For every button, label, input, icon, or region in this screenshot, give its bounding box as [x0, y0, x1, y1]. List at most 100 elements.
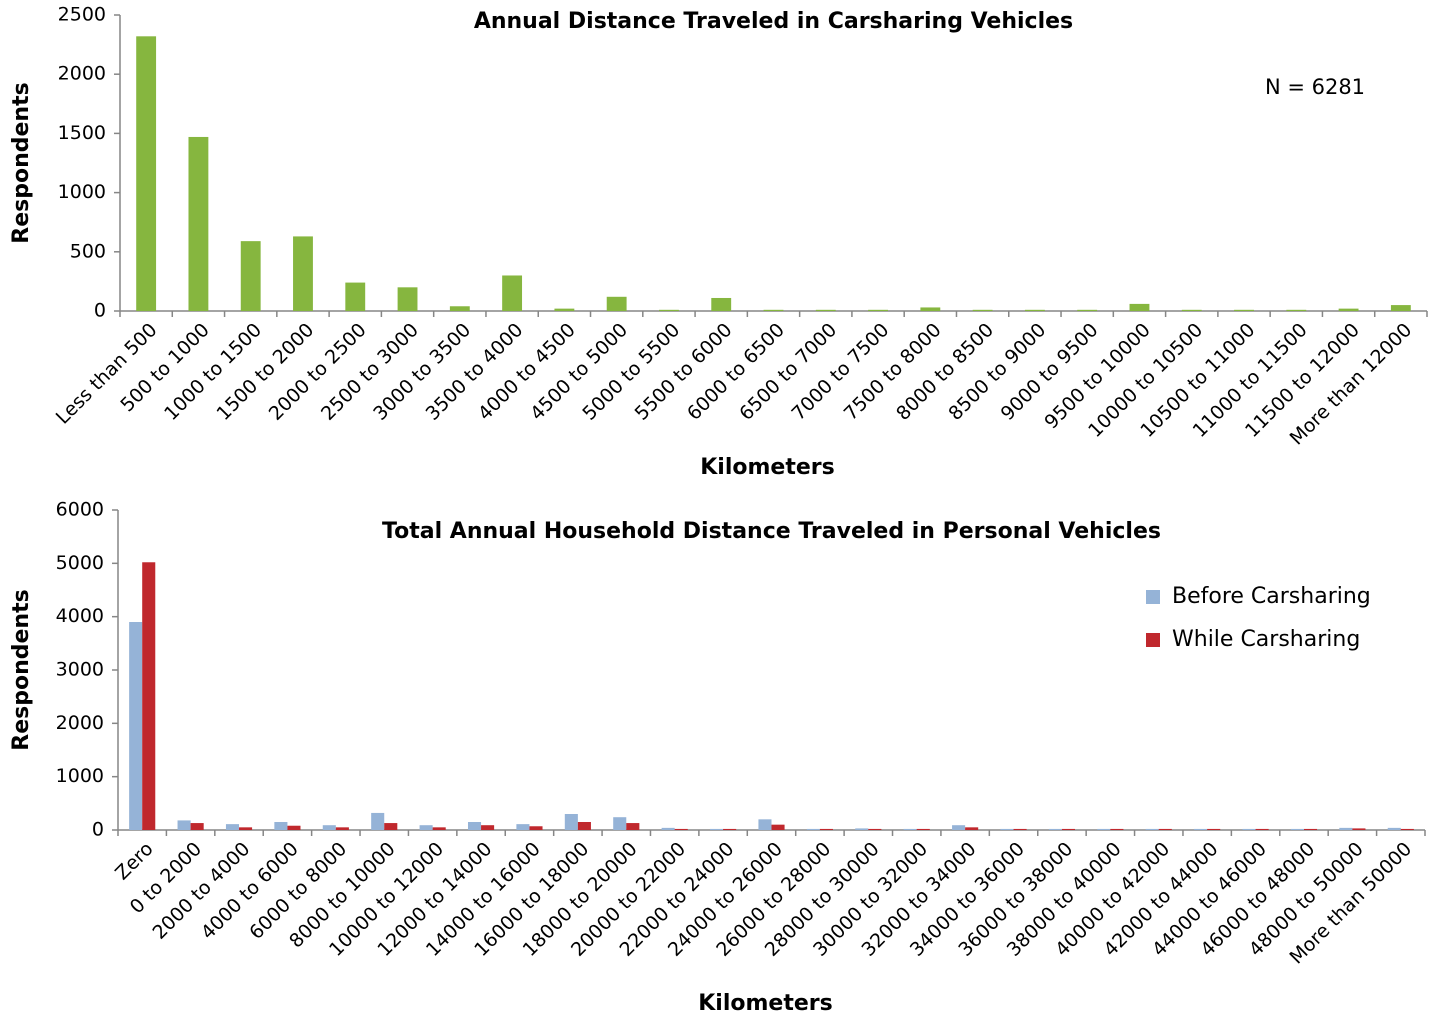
- bar: [1400, 828, 1414, 830]
- y-tick-label: 1000: [58, 181, 106, 203]
- bar: [529, 826, 543, 830]
- bar: [661, 827, 675, 830]
- y-tick-label: 0: [94, 300, 106, 322]
- chart-title: Total Annual Household Distance Traveled…: [382, 519, 1161, 544]
- bar: [965, 827, 979, 830]
- bar: [129, 622, 143, 830]
- bar: [384, 823, 398, 830]
- bar: [190, 823, 204, 830]
- bar: [1013, 828, 1027, 830]
- bar: [1339, 827, 1353, 830]
- bar: [1110, 828, 1124, 830]
- bar: [188, 136, 209, 311]
- bar: [419, 825, 433, 830]
- y-tick-label: 3000: [56, 659, 104, 681]
- y-axis-label: Respondents: [9, 589, 34, 750]
- bar: [972, 309, 993, 311]
- bar: [142, 562, 156, 830]
- bar: [1338, 308, 1359, 311]
- bar: [449, 306, 470, 311]
- bar: [1255, 828, 1269, 830]
- bar: [136, 36, 157, 311]
- bar: [606, 296, 627, 311]
- legend-label: Before Carsharing: [1172, 584, 1371, 609]
- bar: [952, 825, 966, 830]
- bar: [710, 828, 724, 830]
- bar: [225, 824, 240, 830]
- bar: [1077, 309, 1098, 311]
- bar: [758, 819, 772, 830]
- bar: [1145, 828, 1159, 830]
- y-tick-label: 0: [92, 819, 104, 841]
- bar: [371, 812, 385, 830]
- bar: [467, 822, 482, 830]
- bar: [1286, 309, 1307, 311]
- bar: [1387, 827, 1401, 830]
- bar: [240, 241, 261, 311]
- bar: [335, 827, 349, 830]
- legend-label: While Carsharing: [1172, 627, 1360, 652]
- annotation: N = 6281: [1265, 75, 1365, 99]
- bar: [868, 309, 888, 311]
- bar: [239, 827, 253, 830]
- bar: [274, 822, 288, 830]
- bar: [763, 309, 784, 311]
- bar: [674, 828, 688, 830]
- bar: [659, 309, 679, 311]
- y-tick-label: 1500: [58, 122, 106, 144]
- bar: [613, 817, 627, 830]
- y-tick-label: 2500: [58, 4, 106, 26]
- chart-title: Annual Distance Traveled in Carsharing V…: [474, 9, 1073, 34]
- bar: [432, 827, 446, 830]
- bar: [868, 828, 882, 830]
- bar: [516, 824, 530, 830]
- legend-swatch: [1146, 633, 1160, 647]
- bar: [1061, 828, 1076, 830]
- bar: [1024, 309, 1045, 311]
- y-axis-label: Respondents: [9, 82, 34, 243]
- bar: [916, 828, 930, 830]
- bar: [502, 275, 523, 311]
- bar: [577, 822, 591, 830]
- bar: [1181, 309, 1202, 311]
- bar: [1129, 303, 1150, 311]
- bar: [1290, 828, 1304, 830]
- bar: [806, 828, 820, 830]
- bar: [903, 828, 917, 830]
- bar: [920, 307, 941, 311]
- bar: [1158, 828, 1172, 830]
- bar: [1194, 828, 1208, 830]
- bar: [1097, 828, 1111, 830]
- bar: [322, 825, 336, 830]
- x-axis-label: Kilometers: [700, 455, 834, 480]
- bar: [1352, 828, 1366, 830]
- bar: [1303, 828, 1318, 830]
- bar: [554, 308, 575, 311]
- y-tick-label: 2000: [56, 712, 104, 734]
- bar: [711, 297, 732, 311]
- bar: [1000, 828, 1014, 830]
- bar: [819, 828, 833, 830]
- y-tick-label: 4000: [56, 605, 104, 627]
- bar: [564, 814, 578, 830]
- y-tick-label: 2000: [58, 63, 106, 85]
- y-tick-label: 500: [70, 240, 106, 262]
- bar: [1390, 305, 1411, 311]
- bar: [1242, 828, 1256, 830]
- bar: [723, 828, 737, 830]
- bar: [626, 823, 640, 830]
- y-tick-label: 5000: [56, 552, 104, 574]
- bar: [1048, 828, 1062, 830]
- bar: [287, 825, 301, 830]
- bar: [177, 820, 191, 830]
- bar: [771, 824, 785, 830]
- bar: [481, 825, 495, 830]
- legend-swatch: [1146, 590, 1160, 604]
- y-tick-label: 6000: [56, 499, 104, 521]
- x-axis-label: Kilometers: [698, 991, 832, 1016]
- bar: [397, 287, 418, 311]
- bar: [345, 282, 366, 311]
- bar: [1234, 309, 1254, 311]
- bar: [815, 309, 836, 311]
